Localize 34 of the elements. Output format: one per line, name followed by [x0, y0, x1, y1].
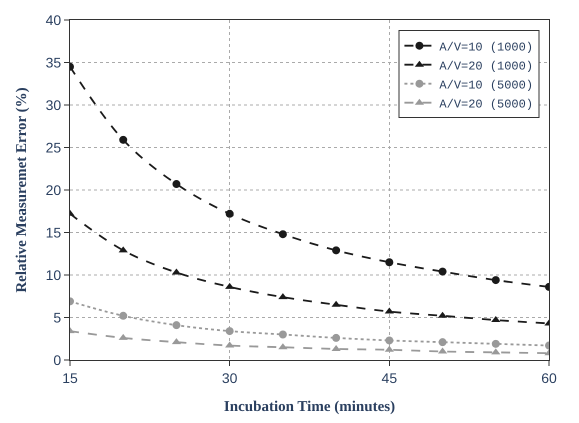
- y-axis-title: Relative Measuremet Error (%): [14, 87, 30, 293]
- legend-label: A/V=20 (5000): [439, 97, 534, 112]
- y-tick-label: 30: [46, 96, 62, 113]
- point: [332, 334, 340, 342]
- y-tick-label: 25: [46, 139, 62, 156]
- y-tick-label: 20: [46, 182, 62, 198]
- x-tick-label: 60: [541, 370, 557, 386]
- point: [172, 180, 180, 188]
- x-tick-label: 45: [382, 370, 398, 386]
- point: [278, 330, 287, 338]
- y-tick-label: 40: [46, 12, 62, 28]
- point: [332, 246, 340, 254]
- point: [385, 336, 394, 344]
- y-tick-label: 15: [46, 224, 62, 240]
- x-tick-label: 30: [222, 370, 238, 386]
- point: [119, 312, 128, 320]
- y-tick-label: 0: [53, 352, 62, 368]
- y-tick-label: 10: [46, 266, 62, 283]
- point: [119, 136, 128, 144]
- legend-label: A/V=10 (1000): [439, 40, 534, 54]
- x-axis-title: Incubation Time (minutes): [224, 398, 396, 415]
- point: [492, 276, 500, 284]
- y-tick-label: 5: [53, 309, 62, 326]
- legend-label: A/V=10 (5000): [439, 78, 534, 92]
- point: [278, 230, 287, 238]
- point: [385, 258, 394, 266]
- legend-label: A/V=20 (1000): [439, 59, 534, 74]
- point: [226, 210, 234, 218]
- point: [438, 338, 447, 346]
- point: [172, 321, 180, 330]
- point: [438, 268, 447, 276]
- y-tick-label: 35: [46, 54, 62, 70]
- point: [492, 340, 500, 348]
- point: [226, 327, 234, 336]
